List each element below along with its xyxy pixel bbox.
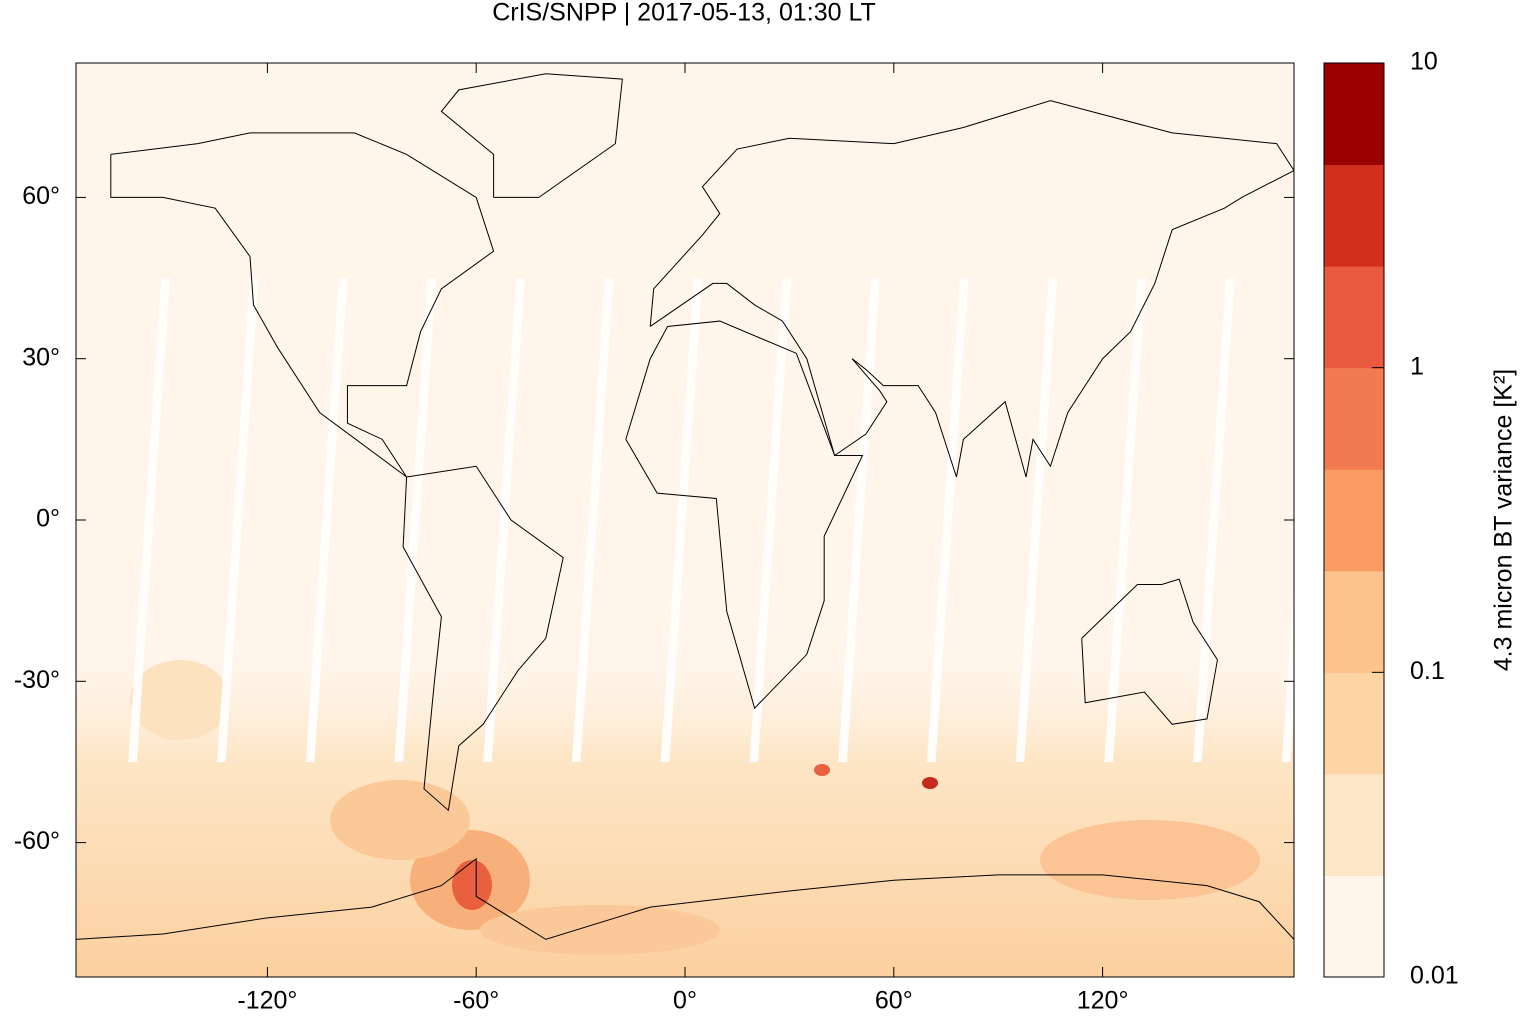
colorbar-tick-label: 10 [1410, 48, 1438, 76]
variance-patch [480, 905, 720, 955]
colorbar: 0.01 0.1 1 10 [1324, 48, 1459, 990]
colorbar-band [1324, 773, 1384, 876]
swath-gap [483, 278, 525, 762]
y-tick-label: 30° [22, 343, 60, 371]
swath-gap [838, 278, 880, 762]
swath-gap [394, 278, 437, 762]
coastline [76, 857, 1294, 940]
map-area [76, 63, 1294, 977]
colorbar-band [1324, 63, 1384, 166]
x-tick-label: 0° [673, 987, 697, 1015]
coastline [440, 73, 623, 198]
colorbar-label: 4.3 micron BT variance [K²] [1490, 369, 1518, 671]
swath-gap [1193, 278, 1235, 762]
colorbar-frame [1323, 62, 1385, 978]
swath-gap [660, 278, 703, 762]
x-tick-label: 120° [1077, 987, 1129, 1015]
swath-gap [1015, 278, 1058, 762]
colorbar-tick-label: 1 [1410, 352, 1424, 380]
y-tick-label: 0° [36, 505, 60, 533]
y-tick-label: 60° [22, 182, 60, 210]
variance-patch [330, 780, 470, 860]
swath-gap [1104, 278, 1147, 762]
colorbar-band [1324, 469, 1384, 572]
colorbar-tick-label: 0.1 [1410, 657, 1445, 685]
coastline [1081, 578, 1218, 725]
colorbar-band [1324, 164, 1384, 267]
variance-patch [814, 764, 830, 776]
colorbar-band [1324, 570, 1384, 673]
x-tick-label: -120° [237, 987, 297, 1015]
swath-gap [749, 278, 792, 762]
x-tick-label: 60° [875, 987, 913, 1015]
coastline [649, 100, 1294, 478]
colorbar-band [1324, 266, 1384, 369]
coastline [625, 320, 864, 710]
variance-patch [452, 860, 492, 910]
colorbar-band [1324, 875, 1384, 978]
swath-gap [305, 278, 348, 762]
y-tick-label: -60° [14, 827, 60, 855]
swath-gap [926, 278, 969, 762]
coastline [110, 132, 495, 478]
coastline [402, 465, 564, 812]
colorbar-band [1324, 672, 1384, 775]
swath-gap [216, 278, 259, 762]
variance-patch [922, 777, 938, 789]
variance-patch [130, 660, 230, 740]
colorbar-band [1324, 367, 1384, 470]
y-tick-label: -30° [14, 666, 60, 694]
x-tick-label: -60° [453, 987, 499, 1015]
swath-gap [128, 278, 170, 762]
variance-patch [1040, 820, 1260, 900]
colorbar-tick-label: 0.01 [1410, 962, 1459, 990]
swath-gap [1281, 583, 1294, 762]
title: CrIS/SNPP | 2017-05-13, 01:30 LT [492, 0, 876, 27]
swath-gap [571, 278, 614, 762]
